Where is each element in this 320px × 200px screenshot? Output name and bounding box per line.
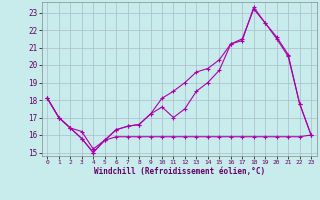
X-axis label: Windchill (Refroidissement éolien,°C): Windchill (Refroidissement éolien,°C): [94, 167, 265, 176]
